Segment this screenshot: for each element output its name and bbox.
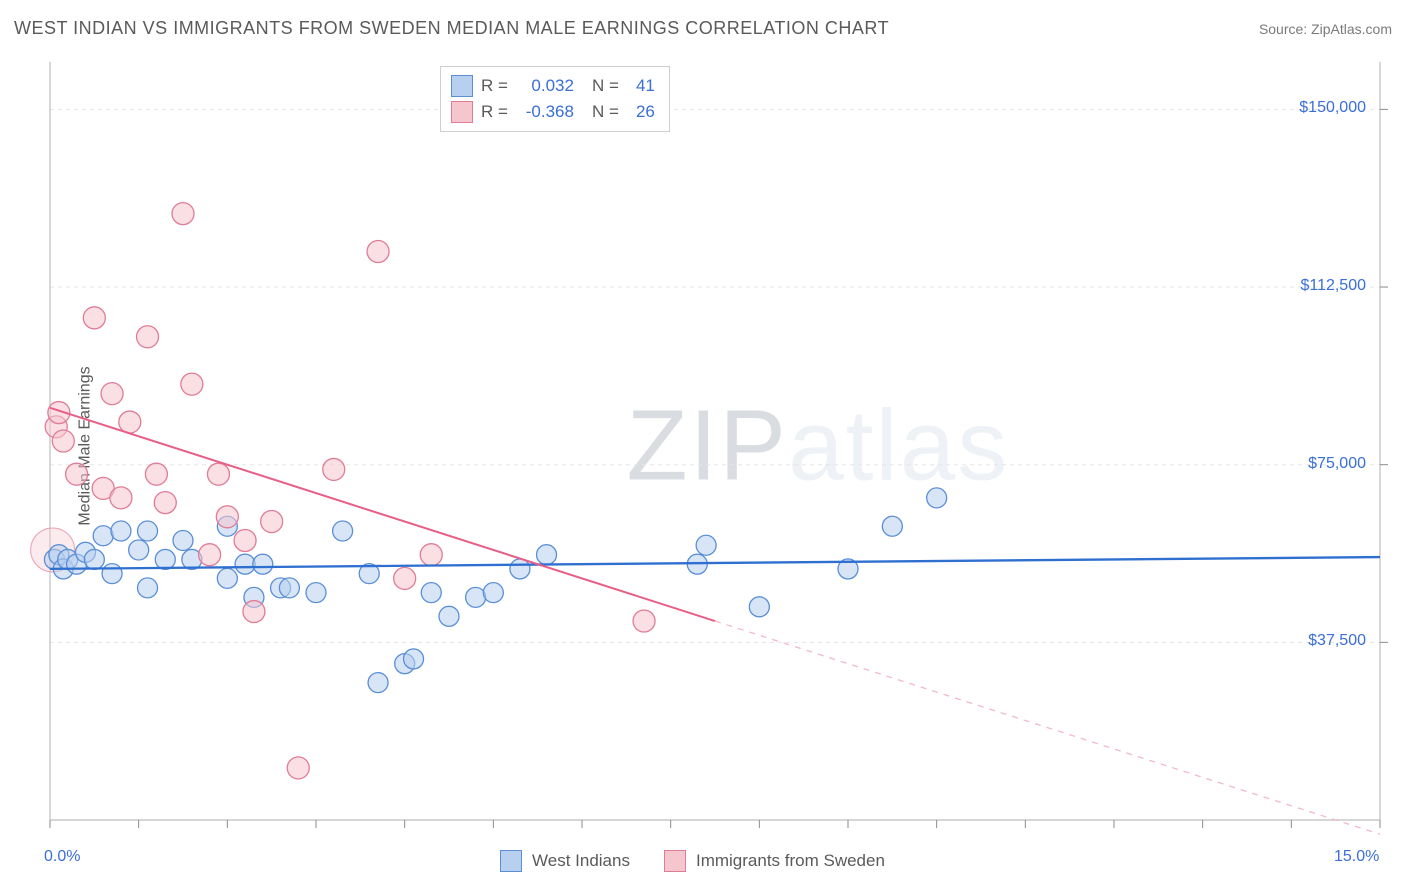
legend-label: Immigrants from Sweden — [696, 851, 885, 871]
x-tick-label: 15.0% — [1334, 848, 1379, 866]
stats-row: R = 0.032 N = 41 — [451, 73, 655, 99]
swatch-icon — [500, 850, 522, 872]
stats-legend-box: R = 0.032 N = 41 R = -0.368 N = 26 — [440, 66, 670, 132]
r-label: R = — [481, 73, 508, 99]
legend-label: West Indians — [532, 851, 630, 871]
swatch-icon — [451, 75, 473, 97]
y-tick-label: $75,000 — [1308, 455, 1366, 473]
stats-row: R = -0.368 N = 26 — [451, 99, 655, 125]
swatch-icon — [664, 850, 686, 872]
r-label: R = — [481, 99, 508, 125]
n-value: 26 — [627, 99, 655, 125]
y-tick-label: $150,000 — [1299, 99, 1366, 117]
y-tick-label: $112,500 — [1300, 277, 1366, 295]
x-tick-label: 0.0% — [44, 848, 80, 866]
n-label: N = — [592, 99, 619, 125]
r-value: 0.032 — [516, 73, 574, 99]
y-tick-label: $37,500 — [1308, 632, 1366, 650]
n-label: N = — [592, 73, 619, 99]
scatter-chart — [0, 0, 1406, 892]
n-value: 41 — [627, 73, 655, 99]
swatch-icon — [451, 101, 473, 123]
r-value: -0.368 — [516, 99, 574, 125]
bottom-legend: West Indians Immigrants from Sweden — [500, 850, 909, 872]
